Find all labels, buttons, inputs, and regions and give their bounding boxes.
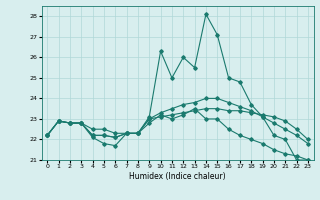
X-axis label: Humidex (Indice chaleur): Humidex (Indice chaleur) xyxy=(129,172,226,181)
